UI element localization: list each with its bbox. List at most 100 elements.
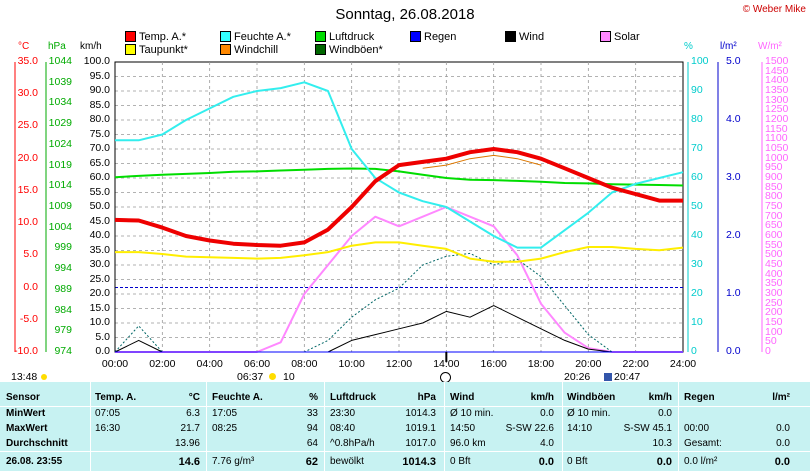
- wind-tick-label: 45.0: [89, 214, 110, 227]
- temp-unit-label: °C: [18, 41, 30, 52]
- press-time: 23:30: [330, 408, 356, 419]
- legend-label: Luftdruck: [329, 31, 375, 43]
- legend-swatch: [600, 31, 611, 42]
- legend-label: Taupunkt*: [139, 44, 188, 56]
- solar-unit-label: W/m²: [758, 41, 782, 52]
- header-sensor: Sensor: [6, 392, 40, 403]
- legend-swatch: [315, 31, 326, 42]
- wind-tick-label: 55.0: [89, 185, 110, 198]
- press-tick-label: 1014: [48, 179, 72, 192]
- press-tick-label: 994: [54, 262, 72, 275]
- legend-item: Temp. A.*: [125, 31, 186, 43]
- row-label: 26.08. 23:55: [6, 456, 63, 467]
- press-tick-label: 1019: [48, 158, 72, 171]
- wind-tick-label: 85.0: [89, 98, 110, 111]
- wind-max: S-SW 22.6: [505, 423, 554, 434]
- legend-label: Regen: [424, 31, 457, 43]
- legend-item: Feuchte A.*: [220, 31, 291, 43]
- temp-tick-label: 30.0: [17, 87, 38, 100]
- solar-tick-label: 1250: [765, 103, 789, 116]
- hum-value: 62: [305, 456, 318, 468]
- legend-swatch: [125, 31, 136, 42]
- press-value: 1019.1: [405, 423, 436, 434]
- legend-label: Windchill: [234, 44, 279, 56]
- temp-time: 07:05: [95, 408, 121, 419]
- wind-value: 0.0: [538, 456, 554, 468]
- press-tick-label: 974: [54, 345, 72, 357]
- legend-label: Temp. A.*: [139, 31, 187, 43]
- rain-time: 0.0 l/m²: [684, 456, 718, 467]
- solar-tick-label: 850: [765, 180, 783, 193]
- wind-tick-label: 35.0: [89, 243, 110, 256]
- gust-value: 0.0: [658, 408, 672, 419]
- x-tick-label: 00:00: [101, 358, 129, 370]
- gust-max: S-SW 45.1: [623, 423, 672, 434]
- temp-time: 16:30: [95, 423, 121, 434]
- solar-tick-label: 1200: [765, 113, 789, 125]
- press-unit-label: hPa: [48, 41, 66, 52]
- wind-tick-label: 20.0: [89, 287, 110, 299]
- solar-tick-label: 750: [765, 200, 783, 212]
- solar-tick-label: 1000: [765, 151, 789, 164]
- hum-time: 17:05: [212, 408, 238, 419]
- solar-tick-label: 0: [765, 345, 771, 357]
- hum-tick-label: 100: [691, 55, 709, 67]
- wind-value: 4.0: [540, 438, 554, 449]
- x-tick-label: 12:00: [385, 358, 413, 370]
- wind-tick-label: 100.0: [83, 55, 110, 67]
- wind-tick-label: 5.0: [95, 330, 110, 343]
- header-rain-unit: l/m²: [772, 392, 790, 403]
- header-wind: Wind: [450, 392, 475, 403]
- x-tick-label: 18:00: [527, 358, 555, 370]
- hum-tick-label: 40: [691, 229, 703, 241]
- rain-time: 00:00: [684, 423, 710, 434]
- marker-sunset: 20:26: [564, 371, 591, 383]
- rain-time: Gesamt:: [684, 438, 722, 449]
- statistics-table: [0, 382, 810, 471]
- solar-tick-label: 350: [765, 277, 783, 290]
- press-tick-label: 979: [54, 324, 72, 337]
- copyright-label: © Weber Mike: [742, 4, 806, 15]
- header-gust: Windböen: [567, 392, 616, 403]
- temp-tick-label: 25.0: [17, 119, 38, 132]
- gust-time: 14:10: [567, 423, 593, 434]
- x-tick-label: 04:00: [196, 358, 223, 370]
- solar-tick-label: 400: [765, 267, 783, 280]
- press-tick-label: 989: [54, 282, 72, 295]
- rain-value: 0.0: [774, 456, 790, 468]
- hum-tick-label: 10: [691, 316, 703, 328]
- hum-value: 33: [306, 408, 318, 419]
- gust-time: 0 Bft: [567, 456, 588, 467]
- wind-value: 0.0: [540, 408, 554, 419]
- legend-swatch: [505, 31, 516, 42]
- press-tick-label: 999: [54, 241, 72, 254]
- legend-item: Wind: [505, 31, 544, 43]
- solar-tick-label: 1400: [765, 74, 789, 87]
- legend-item: Windböen*: [315, 44, 383, 56]
- hum-tick-label: 70: [691, 142, 703, 154]
- solar-tick-label: 600: [765, 229, 783, 241]
- x-tick-label: 16:00: [480, 358, 507, 370]
- wind-time: 14:50: [450, 423, 476, 434]
- moon-icon: [604, 373, 612, 381]
- series-line: [422, 154, 542, 169]
- solar-tick-label: 450: [765, 258, 783, 270]
- solar-tick-label: 1050: [765, 142, 789, 154]
- series-line: [114, 147, 683, 248]
- wind-time: 0 Bft: [450, 456, 471, 467]
- hum-unit-label: %: [684, 41, 693, 52]
- marker-moon: 20:47: [614, 371, 641, 383]
- legend-swatch: [125, 44, 136, 55]
- solar-tick-label: 550: [765, 238, 783, 251]
- x-tick-label: 02:00: [149, 358, 176, 370]
- wind-time: 96.0 km: [450, 438, 486, 449]
- temp-value: 21.7: [180, 423, 200, 434]
- wind-tick-label: 10.0: [89, 316, 110, 328]
- press-tick-label: 1039: [48, 75, 72, 88]
- legend-item: Regen: [410, 31, 456, 43]
- press-time: ^0.8hPa/h: [330, 438, 375, 449]
- header-hum-unit: %: [309, 392, 318, 403]
- hum-tick-label: 30: [691, 258, 703, 270]
- wind-tick-label: 90.0: [89, 84, 110, 96]
- legend-label: Windböen*: [329, 44, 383, 56]
